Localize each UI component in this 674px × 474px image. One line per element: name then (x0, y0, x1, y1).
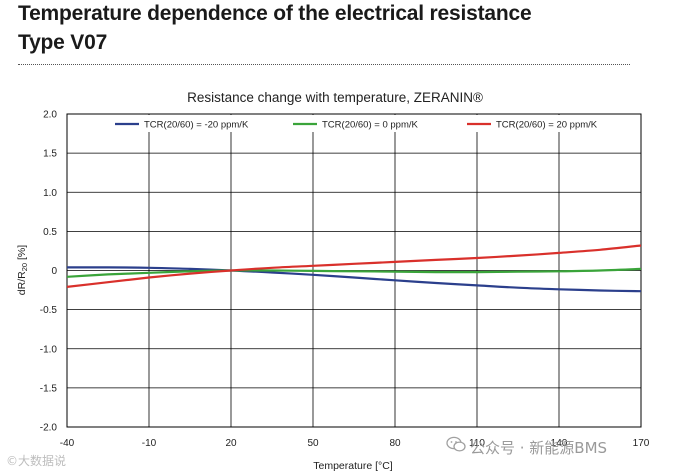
page-subheading: Type V07 (18, 31, 108, 54)
series-line-2 (66, 267, 642, 278)
y-tick-label: -1.0 (40, 344, 58, 355)
legend-label-2: TCR(20/60) = 0 ppm/K (322, 120, 418, 131)
y-tick-label: 2.0 (43, 110, 57, 121)
resistance-chart: Resistance change with temperature, ZERA… (16, 90, 650, 472)
y-tick-label: 0 (51, 266, 57, 277)
legend-background (68, 115, 640, 132)
x-tick-label: -40 (60, 438, 75, 449)
x-tick-label: 140 (551, 438, 568, 449)
plot-frame (66, 113, 642, 428)
x-tick-label: 110 (469, 438, 485, 449)
y-tick-label: 1.0 (43, 188, 57, 199)
legend-label-3: TCR(20/60) = 20 ppm/K (496, 120, 598, 131)
dotted-divider (18, 64, 630, 65)
y-tick-label: 0.5 (43, 227, 57, 238)
series-line-1 (66, 266, 642, 293)
x-tick-label: 170 (633, 438, 650, 449)
y-tick-label: -1.5 (40, 383, 58, 394)
watermark-right: 公众号 · 新能源BMS (470, 439, 608, 457)
y-axis-label-main: dR/R (16, 271, 28, 295)
x-tick-label: 50 (307, 438, 319, 449)
y-tick-label: -0.5 (40, 305, 58, 316)
watermark-left: ©大数据说 (6, 454, 67, 468)
x-tick-label: 80 (389, 438, 401, 449)
x-tick-label: -10 (142, 438, 157, 449)
plot-area: 2.0 1.5 1.0 0.5 0 -0.5 -1.0 -1.5 -2.0-40 -10 20 50 8… (40, 110, 650, 450)
y-axis-label: dR/R20 [%] (16, 245, 29, 295)
wechat-icon (446, 436, 466, 452)
x-axis-label: Temperature [°C] (313, 460, 393, 472)
x-tick-label: 20 (225, 438, 237, 449)
y-axis-label-sub: 20 (20, 263, 29, 271)
legend-label-1: TCR(20/60) = -20 ppm/K (144, 120, 249, 131)
series-line-3 (66, 244, 642, 288)
chart-title: Resistance change with temperature, ZERA… (187, 90, 483, 105)
y-tick-label: -2.0 (40, 423, 58, 434)
y-tick-label: 1.5 (43, 149, 57, 160)
page-heading: Temperature dependence of the electrical… (18, 2, 532, 25)
y-axis-label-unit: [%] (16, 245, 28, 263)
